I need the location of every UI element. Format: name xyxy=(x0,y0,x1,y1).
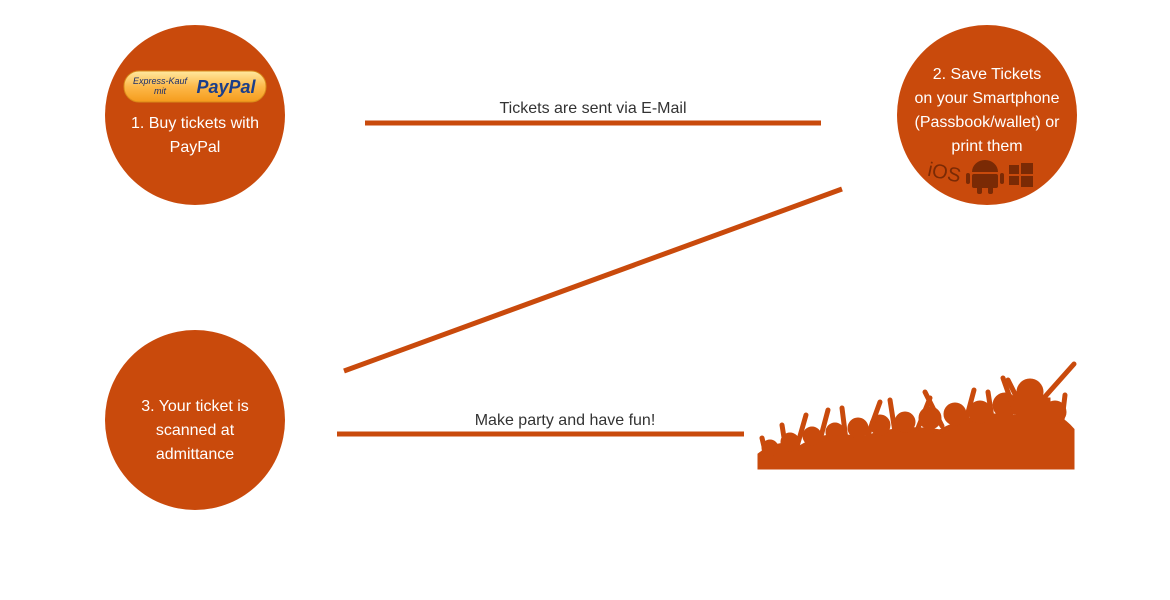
android-icon xyxy=(966,160,1004,194)
step-circle xyxy=(897,25,1077,205)
step-text: admittance xyxy=(156,446,234,463)
windows-icon xyxy=(1009,163,1033,187)
step-circle xyxy=(105,330,285,510)
step-text: 1. Buy tickets with xyxy=(131,115,259,132)
step-text: (Passbook/wallet) or xyxy=(915,114,1061,131)
badge-text: Express-Kauf xyxy=(133,76,189,86)
step-text: 2. Save Tickets xyxy=(933,66,1042,83)
badge-bg xyxy=(123,70,267,103)
edge-label: Make party and have fun! xyxy=(475,412,656,429)
step-text: PayPal xyxy=(170,139,221,156)
step-circle xyxy=(105,25,285,205)
badge-brand: PayPal xyxy=(196,77,256,97)
connector xyxy=(343,186,843,374)
edge-label: Tickets are sent via E-Mail xyxy=(499,100,686,117)
step-text: print them xyxy=(951,138,1022,155)
step-text: on your Smartphone xyxy=(915,90,1060,107)
step-text: scanned at xyxy=(156,422,235,439)
crowd-silhouette xyxy=(757,361,1077,470)
badge-text: mit xyxy=(154,86,166,96)
step-text: 3. Your ticket is xyxy=(141,398,249,415)
paypal-badge: Express-Kauf mit PayPal xyxy=(123,70,267,103)
